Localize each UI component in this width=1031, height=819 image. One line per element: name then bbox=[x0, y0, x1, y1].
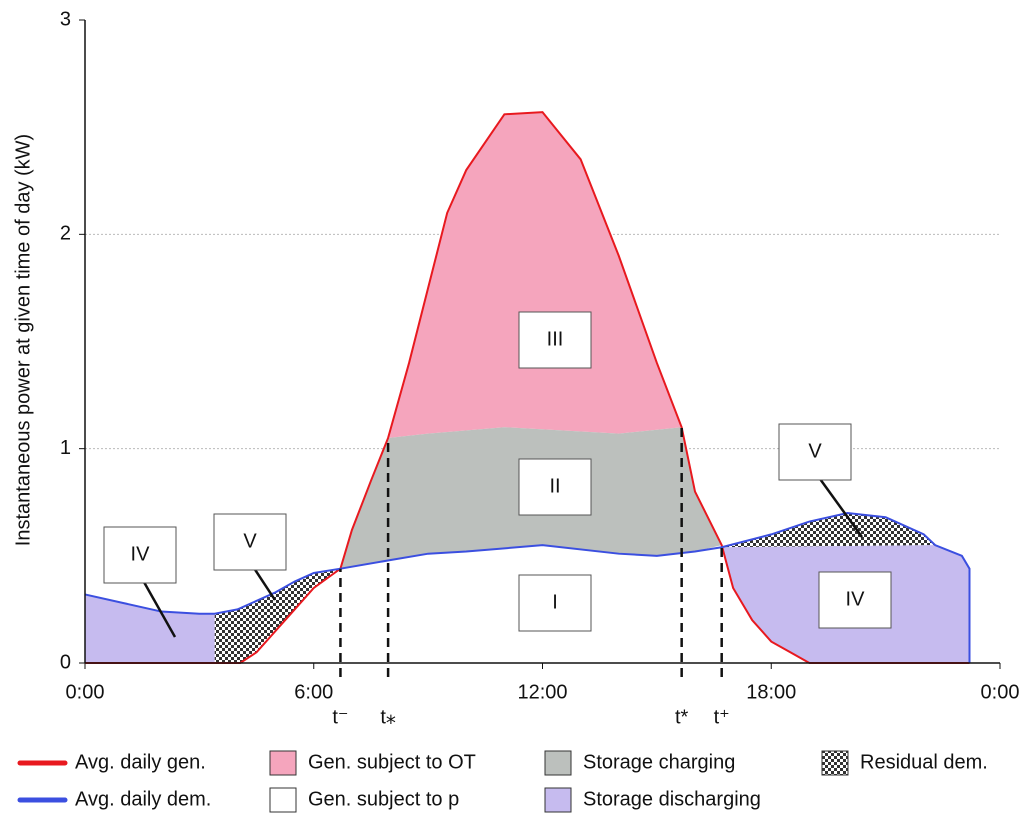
region-label: V bbox=[243, 530, 257, 552]
x-tick-label: 0:00 bbox=[981, 681, 1020, 703]
legend-swatch bbox=[821, 750, 849, 776]
legend-swatch bbox=[269, 750, 297, 776]
area-region bbox=[721, 512, 936, 548]
legend-label: Avg. daily gen. bbox=[75, 751, 206, 773]
marker-label: t⁎ bbox=[380, 706, 396, 728]
region-label: IV bbox=[131, 543, 151, 565]
area-region bbox=[85, 594, 215, 663]
y-axis-title: Instantaneous power at given time of day… bbox=[12, 134, 34, 546]
region-label-box bbox=[213, 513, 287, 571]
region-label: V bbox=[808, 440, 822, 462]
x-tick-label: 18:00 bbox=[746, 681, 796, 703]
marker-label: t⁺ bbox=[714, 706, 730, 728]
series-line bbox=[85, 111, 970, 664]
region-label-box bbox=[518, 574, 592, 632]
y-tick-label: 3 bbox=[60, 8, 71, 30]
legend-label: Storage charging bbox=[583, 751, 735, 773]
region-label: II bbox=[549, 475, 560, 497]
region-label-box bbox=[103, 526, 177, 584]
area-region bbox=[388, 112, 682, 438]
region-label-box bbox=[518, 311, 592, 369]
legend-swatch bbox=[269, 787, 297, 813]
region-label: IV bbox=[846, 588, 866, 610]
leader-line bbox=[813, 471, 864, 538]
region-label-box bbox=[818, 571, 892, 629]
series-line bbox=[84, 511, 971, 663]
legend-swatch bbox=[544, 750, 572, 776]
legend-label: Gen. subject to OT bbox=[308, 751, 476, 773]
legend-label: Storage discharging bbox=[583, 788, 761, 810]
x-tick-label: 0:00 bbox=[66, 681, 105, 703]
region-label-box bbox=[518, 458, 592, 516]
marker-label: t* bbox=[675, 706, 689, 728]
region-label: III bbox=[547, 328, 564, 350]
legend-label: Avg. daily dem. bbox=[75, 788, 211, 810]
marker-label: t⁻ bbox=[332, 706, 348, 728]
legend-label: Gen. subject to p bbox=[308, 788, 459, 810]
x-tick-label: 6:00 bbox=[294, 681, 333, 703]
y-tick-label: 1 bbox=[60, 437, 71, 459]
legend-label: Residual dem. bbox=[860, 751, 988, 773]
x-tick-label: 12:00 bbox=[517, 681, 567, 703]
region-label: I bbox=[552, 591, 558, 613]
legend-swatch bbox=[544, 787, 572, 813]
y-tick-label: 2 bbox=[60, 223, 71, 245]
y-tick-label: 0 bbox=[60, 651, 71, 673]
leader-line bbox=[138, 574, 177, 638]
region-label-box bbox=[778, 423, 852, 481]
